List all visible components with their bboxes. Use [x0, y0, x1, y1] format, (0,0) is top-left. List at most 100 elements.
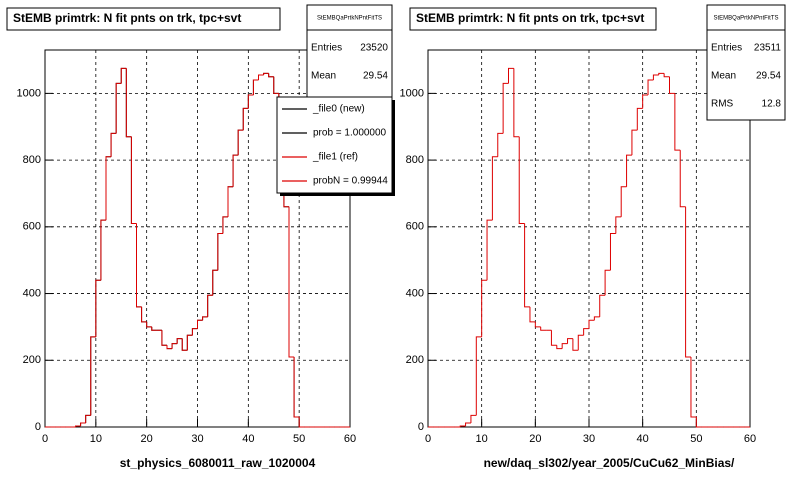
legend-box — [276, 96, 393, 194]
stats-value: 23520 — [360, 43, 388, 54]
histogram-bin — [647, 79, 654, 96]
histogram-bin — [186, 334, 193, 351]
histogram-bin — [524, 223, 530, 308]
stats-title: StEMBQaPrtkNPntFitTS — [713, 16, 778, 22]
y-tick-label: 600 — [23, 221, 41, 233]
x-tick-label: 60 — [744, 433, 756, 445]
x-tick-label: 10 — [476, 433, 488, 445]
histogram-bin — [695, 416, 702, 428]
histogram-bin — [136, 223, 142, 308]
stats-key: Mean — [711, 71, 736, 82]
histogram-bin — [207, 294, 213, 317]
histogram-bin — [685, 206, 691, 358]
histogram-bin — [293, 356, 300, 418]
title-box — [6, 7, 281, 31]
histogram-bin — [674, 93, 681, 151]
histogram-bin — [263, 72, 269, 76]
stats-key: Entries — [711, 43, 742, 54]
histogram-bin — [642, 94, 649, 109]
histogram-bin — [217, 232, 223, 271]
histogram-bin — [470, 414, 477, 423]
stats-key: Mean — [311, 71, 336, 82]
x-tick-label: 50 — [293, 433, 305, 445]
histogram-bin — [609, 232, 616, 271]
histogram-bin — [171, 343, 178, 349]
chart-title: StEMB primtrk: N fit pnts on trk, tpc+sv… — [13, 11, 241, 25]
x-axis-label: new/daq_sl302/year_2005/CuCu62_MinBias/ — [484, 456, 735, 470]
histogram-bin — [690, 356, 697, 418]
histogram-bin — [85, 414, 91, 423]
stats-title: StEMBQaPrtkNPntFitTS — [317, 16, 382, 22]
histogram-bin — [222, 216, 228, 234]
legend-label: _file0 (new) — [312, 104, 365, 115]
y-tick-label: 1000 — [400, 87, 424, 99]
x-tick-label: 30 — [191, 433, 203, 445]
histogram-bin — [130, 136, 137, 224]
histogram-bin — [561, 343, 568, 349]
histogram-bin — [588, 319, 595, 329]
stats-value: 12.8 — [762, 99, 782, 110]
histogram-bin — [176, 338, 183, 344]
histogram-bin — [508, 67, 514, 84]
y-tick-label: 0 — [35, 421, 41, 433]
histogram-bin — [513, 68, 520, 138]
histogram-bin — [626, 154, 632, 187]
histogram-bin — [80, 422, 86, 426]
y-tick-label: 400 — [23, 287, 41, 299]
histogram-bin — [141, 306, 147, 323]
stats-value: 29.54 — [363, 71, 388, 82]
histogram-bin — [583, 328, 589, 336]
y-tick-label: 200 — [406, 354, 424, 366]
y-tick-label: 0 — [418, 421, 424, 433]
histogram-bin — [518, 136, 525, 224]
histogram-bin — [146, 321, 152, 328]
stats-value: 29.54 — [756, 71, 781, 82]
histogram-bin — [258, 74, 264, 81]
histogram-bin — [237, 129, 244, 156]
histogram-bin — [166, 345, 173, 350]
histogram-bin — [110, 132, 117, 157]
histogram-bin — [252, 79, 259, 96]
legend-label: prob = 1.000000 — [313, 128, 387, 139]
x-tick-label: 30 — [583, 433, 595, 445]
histogram-bin — [631, 129, 638, 156]
histogram-bin — [465, 422, 471, 426]
histogram-bin — [75, 425, 81, 427]
histogram-bin — [550, 330, 557, 346]
y-tick-label: 400 — [406, 287, 424, 299]
histogram-bin — [105, 156, 112, 221]
histogram-bin — [242, 107, 249, 131]
y-tick-label: 800 — [23, 154, 41, 166]
x-tick-label: 20 — [529, 433, 541, 445]
histogram-bin — [90, 336, 96, 416]
histogram-bin — [115, 82, 122, 134]
histogram-bin — [652, 74, 659, 81]
histogram-bin — [161, 330, 167, 346]
histogram-bin — [663, 73, 670, 78]
x-tick-label: 20 — [141, 433, 153, 445]
legend-entries: _file0 (new) prob = 1.000000 _file1 (ref) p… — [282, 104, 388, 187]
histogram-bin — [636, 107, 643, 131]
histogram-bin — [268, 73, 274, 78]
histogram-bin — [491, 156, 498, 221]
histogram-bin — [497, 132, 504, 157]
histogram-bin — [120, 67, 127, 84]
histogram-bin — [227, 186, 234, 217]
y-tick-label: 800 — [406, 154, 424, 166]
histogram-bin — [191, 328, 198, 336]
histogram-bin — [288, 206, 295, 358]
stats-box — [706, 4, 786, 121]
histogram-bin — [298, 416, 305, 428]
y-tick-label: 600 — [406, 221, 424, 233]
histogram-bin — [197, 319, 203, 329]
histogram-bin — [232, 154, 239, 187]
legend-label: _file1 (ref) — [312, 152, 358, 163]
histogram-bin — [599, 294, 606, 317]
histogram-bin — [202, 316, 208, 321]
histogram-bin — [529, 306, 536, 323]
x-tick-label: 50 — [690, 433, 702, 445]
histogram-bin — [615, 216, 622, 234]
x-tick-label: 40 — [637, 433, 649, 445]
histogram-bin — [620, 186, 627, 217]
